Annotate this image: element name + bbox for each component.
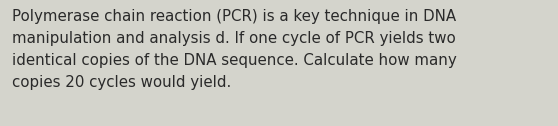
Text: Polymerase chain reaction (PCR) is a key technique in DNA
manipulation and analy: Polymerase chain reaction (PCR) is a key… xyxy=(12,9,457,90)
